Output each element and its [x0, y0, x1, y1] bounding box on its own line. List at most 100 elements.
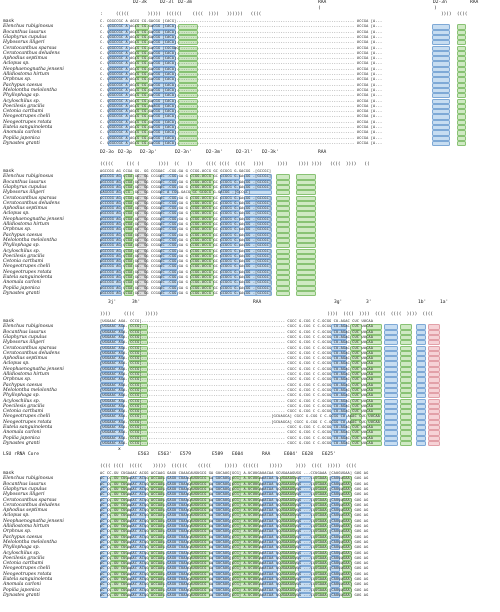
- stem-highlight: [135, 50, 149, 57]
- helix-label: RAA: [253, 300, 262, 305]
- stem-highlight: [314, 524, 328, 530]
- stem-highlight: [400, 366, 412, 372]
- stem-highlight: [128, 419, 148, 425]
- stem-highlight: [110, 513, 128, 519]
- species-name: Orphnus sp.: [3, 227, 32, 233]
- stem-highlight: [416, 334, 426, 341]
- sequence: AC CC-GU CUGAAAC ACGG ACCAAG GAGU CUAACA…: [100, 534, 369, 539]
- species-name: Pachypus caesus: [3, 382, 43, 388]
- stem-highlight: [108, 114, 130, 120]
- stem-highlight: [331, 387, 347, 394]
- stem-highlight: [190, 200, 214, 207]
- stem-highlight: [220, 237, 240, 244]
- stem-highlight: [296, 195, 316, 201]
- stem-highlight: [124, 184, 134, 191]
- stem-highlight: [220, 174, 240, 180]
- stem-highlight: [137, 248, 147, 254]
- stem-highlight: [220, 200, 240, 207]
- stem-highlight: [166, 566, 188, 572]
- species-name: Acyloschilus sp.: [3, 248, 41, 254]
- species-name: Eutela sanguinolenta: [3, 275, 53, 280]
- stem-highlight: [100, 329, 124, 335]
- stem-highlight: [135, 56, 149, 62]
- sequence: [UGGAAC AGA- CCCG]----------------------…: [100, 403, 374, 408]
- stem-highlight: [244, 190, 272, 196]
- sequence: [UGGAAC AGA- CCCG]----------------------…: [100, 387, 374, 392]
- stem-highlight: [432, 56, 450, 62]
- stem-highlight: [384, 324, 398, 330]
- stem-highlight: [276, 259, 290, 265]
- stem-highlight: [108, 56, 130, 62]
- sequence: C- CGGCCGC A AGCG CG-GACGG [CACA]-------…: [100, 109, 383, 114]
- stem-highlight: [331, 425, 347, 431]
- stem-highlight: [130, 513, 146, 519]
- stem-highlight: [428, 377, 440, 383]
- stem-highlight: [296, 174, 316, 180]
- stem-highlight: [100, 502, 108, 509]
- species-row: Aphodius septimus C- CGGCCGC A AGCG CG-GA…: [0, 56, 500, 63]
- stem-highlight: [124, 211, 134, 217]
- stem-highlight: [128, 356, 148, 362]
- stem-highlight: [330, 577, 340, 583]
- stem-highlight: [342, 534, 352, 540]
- species-row: Aphodius septimus AGCCGG AG CCGA GG- GG C…: [0, 206, 500, 213]
- stem-highlight: [350, 366, 362, 372]
- stem-highlight: [276, 248, 290, 254]
- stem-highlight: [160, 259, 178, 265]
- species-row: Melolontha melolontha AC CC-GU CUGAAAC AC…: [0, 539, 500, 547]
- species-row: Glaphyrus cupulus GGCCGG AG CCGA GG- GG C…: [0, 184, 500, 192]
- stem-highlight: [130, 524, 146, 530]
- stem-highlight: [262, 566, 278, 572]
- alignment-panel-4: LSU rRNA Core E563 E563' E579 E589 E604 RAA E60…: [0, 452, 500, 602]
- stem-highlight: [160, 200, 178, 207]
- stem-highlight: [160, 216, 178, 222]
- stem-highlight: [416, 409, 426, 415]
- species-row: Phyllophaga sp. AGCCGG AG CCGA GG- GG CCG…: [0, 243, 500, 250]
- stem-highlight: [330, 555, 340, 562]
- stem-highlight: [432, 77, 450, 83]
- stem-highlight: [330, 592, 340, 599]
- species-row: Acyloschilus sp. [UGGAAC AGA- CCCG]------…: [0, 398, 500, 406]
- species-row: Pachypus caesus [UGGAAC AGA- CCCG]-------…: [0, 382, 500, 390]
- stem-highlight: [100, 529, 108, 535]
- species-name: Aclopus sp.: [3, 513, 30, 519]
- stem-highlight: [262, 545, 278, 551]
- stem-highlight: [262, 492, 278, 498]
- sequence: GCCCGG AG CCGA GG- GG CCGGAC -CGG-GA G C…: [100, 195, 272, 200]
- stem-highlight: [190, 264, 214, 270]
- stem-highlight: [220, 222, 240, 228]
- stem-highlight: [130, 582, 146, 588]
- stem-highlight: [331, 334, 347, 341]
- species-row: Glaphyrus cupulus C- CGGCCGC A AGCG CG-GA…: [0, 34, 500, 42]
- stem-highlight: [220, 248, 240, 254]
- stem-highlight: [330, 566, 340, 572]
- stem-highlight: [366, 393, 382, 399]
- stem-highlight: [130, 518, 146, 524]
- stem-highlight: [124, 174, 134, 180]
- stem-highlight: [330, 550, 340, 556]
- stem-highlight: [331, 345, 347, 351]
- stem-highlight: [190, 561, 210, 567]
- stem-highlight: [190, 232, 214, 238]
- species-row: Melolontha melolontha C- CGGCCGC A AGCG C…: [0, 87, 500, 95]
- stem-highlight: [244, 184, 272, 191]
- stem-highlight: [212, 534, 230, 540]
- species-row: Ceratocanthus deludens GCCCGG AG CCGA GG-…: [0, 200, 500, 208]
- stem-highlight: [137, 264, 147, 270]
- helix-label: D2-3l: [160, 0, 174, 5]
- stem-highlight: [400, 409, 412, 415]
- sequence: AC CC-GU CUGAAAC ACGG ACCAAG GAGU CUAACA…: [100, 471, 369, 475]
- sequence: [UGGAAC AGA- CCCG]----------------------…: [100, 356, 374, 361]
- stem-highlight: [220, 280, 240, 286]
- helix-label: E563': [158, 452, 172, 457]
- stem-highlight: [244, 174, 272, 180]
- stem-highlight: [232, 492, 260, 498]
- stem-highlight: [190, 481, 210, 487]
- sequence: [UGGAAC AGA- CCCG]----------------------…: [100, 372, 374, 376]
- species-row: Poecilesis gracilis [UGGAAC AGA- CCCG]---…: [0, 403, 500, 411]
- stem-highlight: [135, 103, 149, 110]
- stem-highlight: [190, 582, 210, 588]
- helix-label: RAA: [470, 0, 479, 5]
- stem-highlight: [232, 571, 260, 577]
- species-row: Cetonia carthami [UGGAAC AGA- CCCG]------…: [0, 409, 500, 416]
